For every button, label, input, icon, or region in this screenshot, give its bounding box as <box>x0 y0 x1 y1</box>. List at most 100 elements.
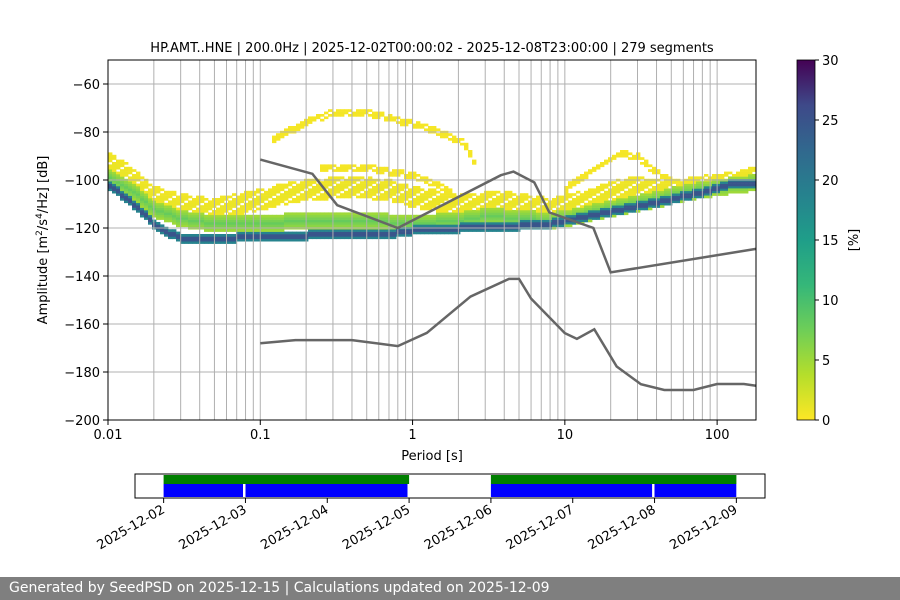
heatmap-cell <box>528 219 533 223</box>
heatmap-cell <box>140 186 145 189</box>
heatmap-cell <box>520 195 525 199</box>
heatmap-cell <box>300 234 305 237</box>
y-tick-label: −120 <box>64 222 100 237</box>
heatmap-cell <box>156 188 161 192</box>
heatmap-cell <box>392 222 397 225</box>
heatmap-cell <box>660 176 665 180</box>
heatmap-cell <box>176 195 181 199</box>
heatmap-cell <box>524 198 529 201</box>
heatmap-cell <box>592 202 597 206</box>
heatmap-cell <box>348 222 353 225</box>
heatmap-cell <box>696 183 701 187</box>
heatmap-cell <box>604 162 609 165</box>
heatmap-cell <box>136 207 141 211</box>
heatmap-cell <box>624 212 629 216</box>
heatmap-cell <box>388 214 393 218</box>
y-tick-label: −100 <box>64 174 100 189</box>
heatmap-cell <box>720 181 725 184</box>
heatmap-cell <box>172 236 177 240</box>
heatmap-cell <box>536 200 541 204</box>
heatmap-cell <box>544 217 549 220</box>
heatmap-cell <box>532 198 537 201</box>
heatmap-cell <box>616 202 621 206</box>
heatmap-cell <box>220 212 225 216</box>
heatmap-cell <box>660 183 665 187</box>
heatmap-cell <box>216 241 221 244</box>
heatmap-cell <box>296 236 301 240</box>
heatmap-cell <box>388 174 393 177</box>
heatmap-cell <box>272 231 277 235</box>
heatmap-cell <box>672 200 677 204</box>
heatmap-cell <box>356 222 361 225</box>
heatmap-cell <box>480 198 485 201</box>
heatmap-cell <box>160 217 165 220</box>
heatmap-cell <box>148 207 153 211</box>
heatmap-cell <box>308 229 313 232</box>
heatmap-cell <box>460 214 465 218</box>
heatmap-cell <box>384 183 389 187</box>
heatmap-cell <box>584 171 589 175</box>
heatmap-cell <box>744 183 749 187</box>
heatmap-cell <box>636 157 641 160</box>
heatmap-cell <box>216 198 221 201</box>
heatmap-cell <box>360 214 365 218</box>
heatmap-cell <box>356 236 361 240</box>
heatmap-cell <box>300 183 305 187</box>
heatmap-cell <box>668 202 673 206</box>
heatmap-cell <box>368 222 373 225</box>
heatmap-cell <box>128 186 133 189</box>
heatmap-cell <box>280 238 285 242</box>
heatmap-cell <box>440 219 445 223</box>
heatmap-cell <box>728 188 733 192</box>
heatmap-cell <box>436 128 441 132</box>
heatmap-cell <box>484 222 489 225</box>
heatmap-cell <box>132 188 137 192</box>
heatmap-cell <box>452 210 457 213</box>
heatmap-cell <box>464 217 469 220</box>
heatmap-cell <box>596 188 601 192</box>
heatmap-cell <box>580 212 585 216</box>
heatmap-cell <box>352 224 357 228</box>
heatmap-cell <box>276 217 281 220</box>
coverage-blue-band <box>245 484 408 497</box>
heatmap-cell <box>580 207 585 211</box>
heatmap-cell <box>280 217 285 220</box>
heatmap-cell <box>640 207 645 211</box>
heatmap-cell <box>196 198 201 201</box>
heatmap-cell <box>660 181 665 184</box>
heatmap-cell <box>432 188 437 192</box>
heatmap-cell <box>276 234 281 237</box>
heatmap-cell <box>288 236 293 240</box>
heatmap-cell <box>460 207 465 211</box>
heatmap-cell <box>264 205 269 208</box>
heatmap-cell <box>484 224 489 228</box>
heatmap-cell <box>492 212 497 216</box>
heatmap-cell <box>208 241 213 244</box>
heatmap-cell <box>432 190 437 194</box>
heatmap-cell <box>508 195 513 199</box>
heatmap-cell <box>220 222 225 225</box>
heatmap-cell <box>352 234 357 237</box>
heatmap-cell <box>332 229 337 232</box>
heatmap-cell <box>284 128 289 132</box>
heatmap-cell <box>652 202 657 206</box>
heatmap-cell <box>716 181 721 184</box>
heatmap-cell <box>352 176 357 180</box>
heatmap-cell <box>540 217 545 220</box>
heatmap-cell <box>748 166 753 170</box>
heatmap-cell <box>360 193 365 196</box>
heatmap-cell <box>564 214 569 218</box>
heatmap-cell <box>204 229 209 232</box>
heatmap-cell <box>596 166 601 170</box>
heatmap-cell <box>528 195 533 199</box>
heatmap-cell <box>272 219 277 223</box>
heatmap-cell <box>244 193 249 196</box>
heatmap-cell <box>328 190 333 194</box>
heatmap-cell <box>452 217 457 220</box>
heatmap-cell <box>392 236 397 240</box>
heatmap-cell <box>540 205 545 208</box>
heatmap-cell <box>452 224 457 228</box>
heatmap-cell <box>512 214 517 218</box>
heatmap-cell <box>652 169 657 172</box>
heatmap-cell <box>268 222 273 225</box>
